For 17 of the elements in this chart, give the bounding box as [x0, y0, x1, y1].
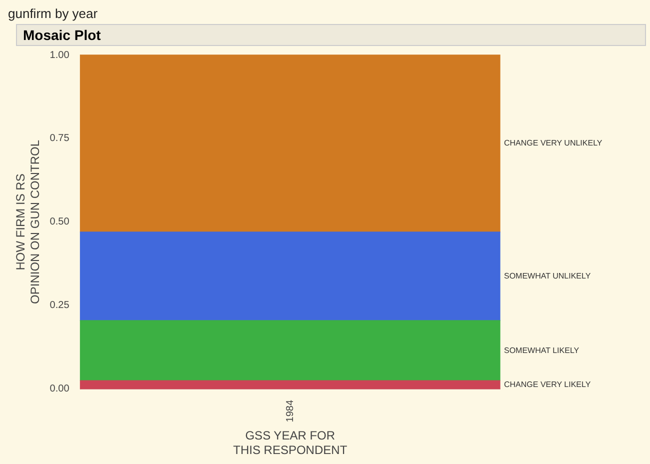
y-tick-label: 0.50: [50, 216, 70, 228]
y-axis-title: HOW FIRM IS RS OPINION ON GUN CONTROL: [14, 140, 42, 304]
bar: [80, 54, 500, 232]
chart-subtitle: Mosaic Plot: [16, 24, 646, 46]
x-axis-title: GSS YEAR FOR THIS RESPONDENT: [233, 428, 348, 458]
x-tick-label: 1984: [284, 400, 296, 422]
y-tick-label: 0.00: [50, 384, 70, 395]
y-tick-label: 0.75: [50, 133, 70, 144]
series-label: CHANGE VERY LIKELY: [504, 380, 592, 389]
y-tick-label: 1.00: [50, 50, 70, 61]
series-label: CHANGE VERY UNLIKELY: [504, 138, 603, 148]
chart-title: gunfirm by year: [7, 5, 99, 22]
y-tick-label: 0.25: [50, 300, 70, 312]
bar: [80, 320, 500, 381]
series-label: SOMEWHAT LIKELY: [504, 346, 580, 355]
bar: [80, 232, 500, 321]
series-label: SOMEWHAT UNLIKELY: [504, 271, 592, 280]
